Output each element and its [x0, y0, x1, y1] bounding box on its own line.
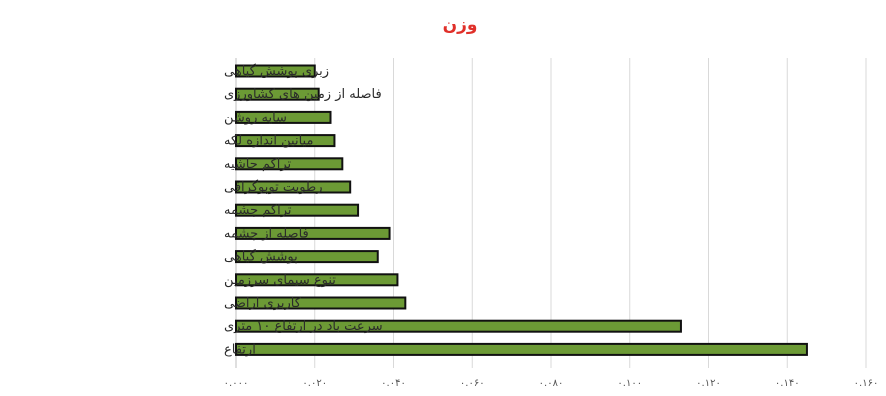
- bar: [235, 87, 320, 101]
- category-label: ارتفاع: [224, 342, 256, 357]
- category-label: رطوبت توپوگرافی: [224, 179, 323, 195]
- bar: [235, 319, 682, 333]
- category-label: تراکم حاشیه: [224, 157, 292, 172]
- category-label: فاصله از چشمه: [224, 226, 309, 241]
- category-label: سرعت باد در ارتفاع ۱۰ متری: [224, 319, 383, 334]
- bar: [235, 273, 399, 287]
- category-label: میانین اندازه لکه: [224, 134, 313, 149]
- category-label: تراکم چشمه: [224, 203, 292, 218]
- bar: [235, 250, 379, 264]
- x-tick-label: ۰.۰۰۰: [224, 378, 249, 389]
- bar: [235, 110, 332, 124]
- x-tick-label: ۰.۰۴۰: [381, 378, 406, 389]
- x-axis-ticks: ۰.۰۰۰ ۰.۰۲۰ ۰.۰۴۰ ۰.۰۶۰ ۰.۰۸۰ ۰.۱۰۰ ۰.۱۲۰ ۰.۱۴۰…: [224, 378, 879, 389]
- category-label: سایه روشن: [224, 110, 287, 125]
- bar: [235, 180, 352, 194]
- bar: [235, 203, 360, 217]
- category-labels: زبری پوشش گیاهی فاصله از زمین های کشاورزی…: [224, 63, 383, 357]
- bars: [235, 64, 808, 356]
- x-tick-label: ۰.۰۶۰: [460, 378, 485, 389]
- category-label: پوشش گیاهی: [224, 249, 298, 265]
- bar: [235, 296, 407, 310]
- x-tick-label: ۰.۱۲۰: [696, 378, 721, 389]
- x-tick-label: ۰.۱۰۰: [617, 378, 642, 389]
- bar: [235, 64, 316, 78]
- x-tick-label: ۰.۱۴۰: [775, 378, 800, 389]
- category-label: زبری پوشش گیاهی: [224, 63, 329, 79]
- x-tick-label: ۰.۱۶۰: [854, 378, 879, 389]
- bar: [235, 226, 391, 240]
- category-label: فاصله از زمین های کشاورزی: [224, 87, 382, 102]
- bar: [235, 134, 336, 148]
- x-tick-label: ۰.۰۲۰: [302, 378, 327, 389]
- category-label: تنوع سیمای سرزمین: [224, 273, 336, 288]
- x-tick-label: ۰.۰۸۰: [539, 378, 564, 389]
- bar: [235, 342, 808, 356]
- category-label: کاربری اراضی: [224, 296, 302, 311]
- bar: [235, 157, 344, 171]
- chart-title: وزن: [443, 15, 478, 35]
